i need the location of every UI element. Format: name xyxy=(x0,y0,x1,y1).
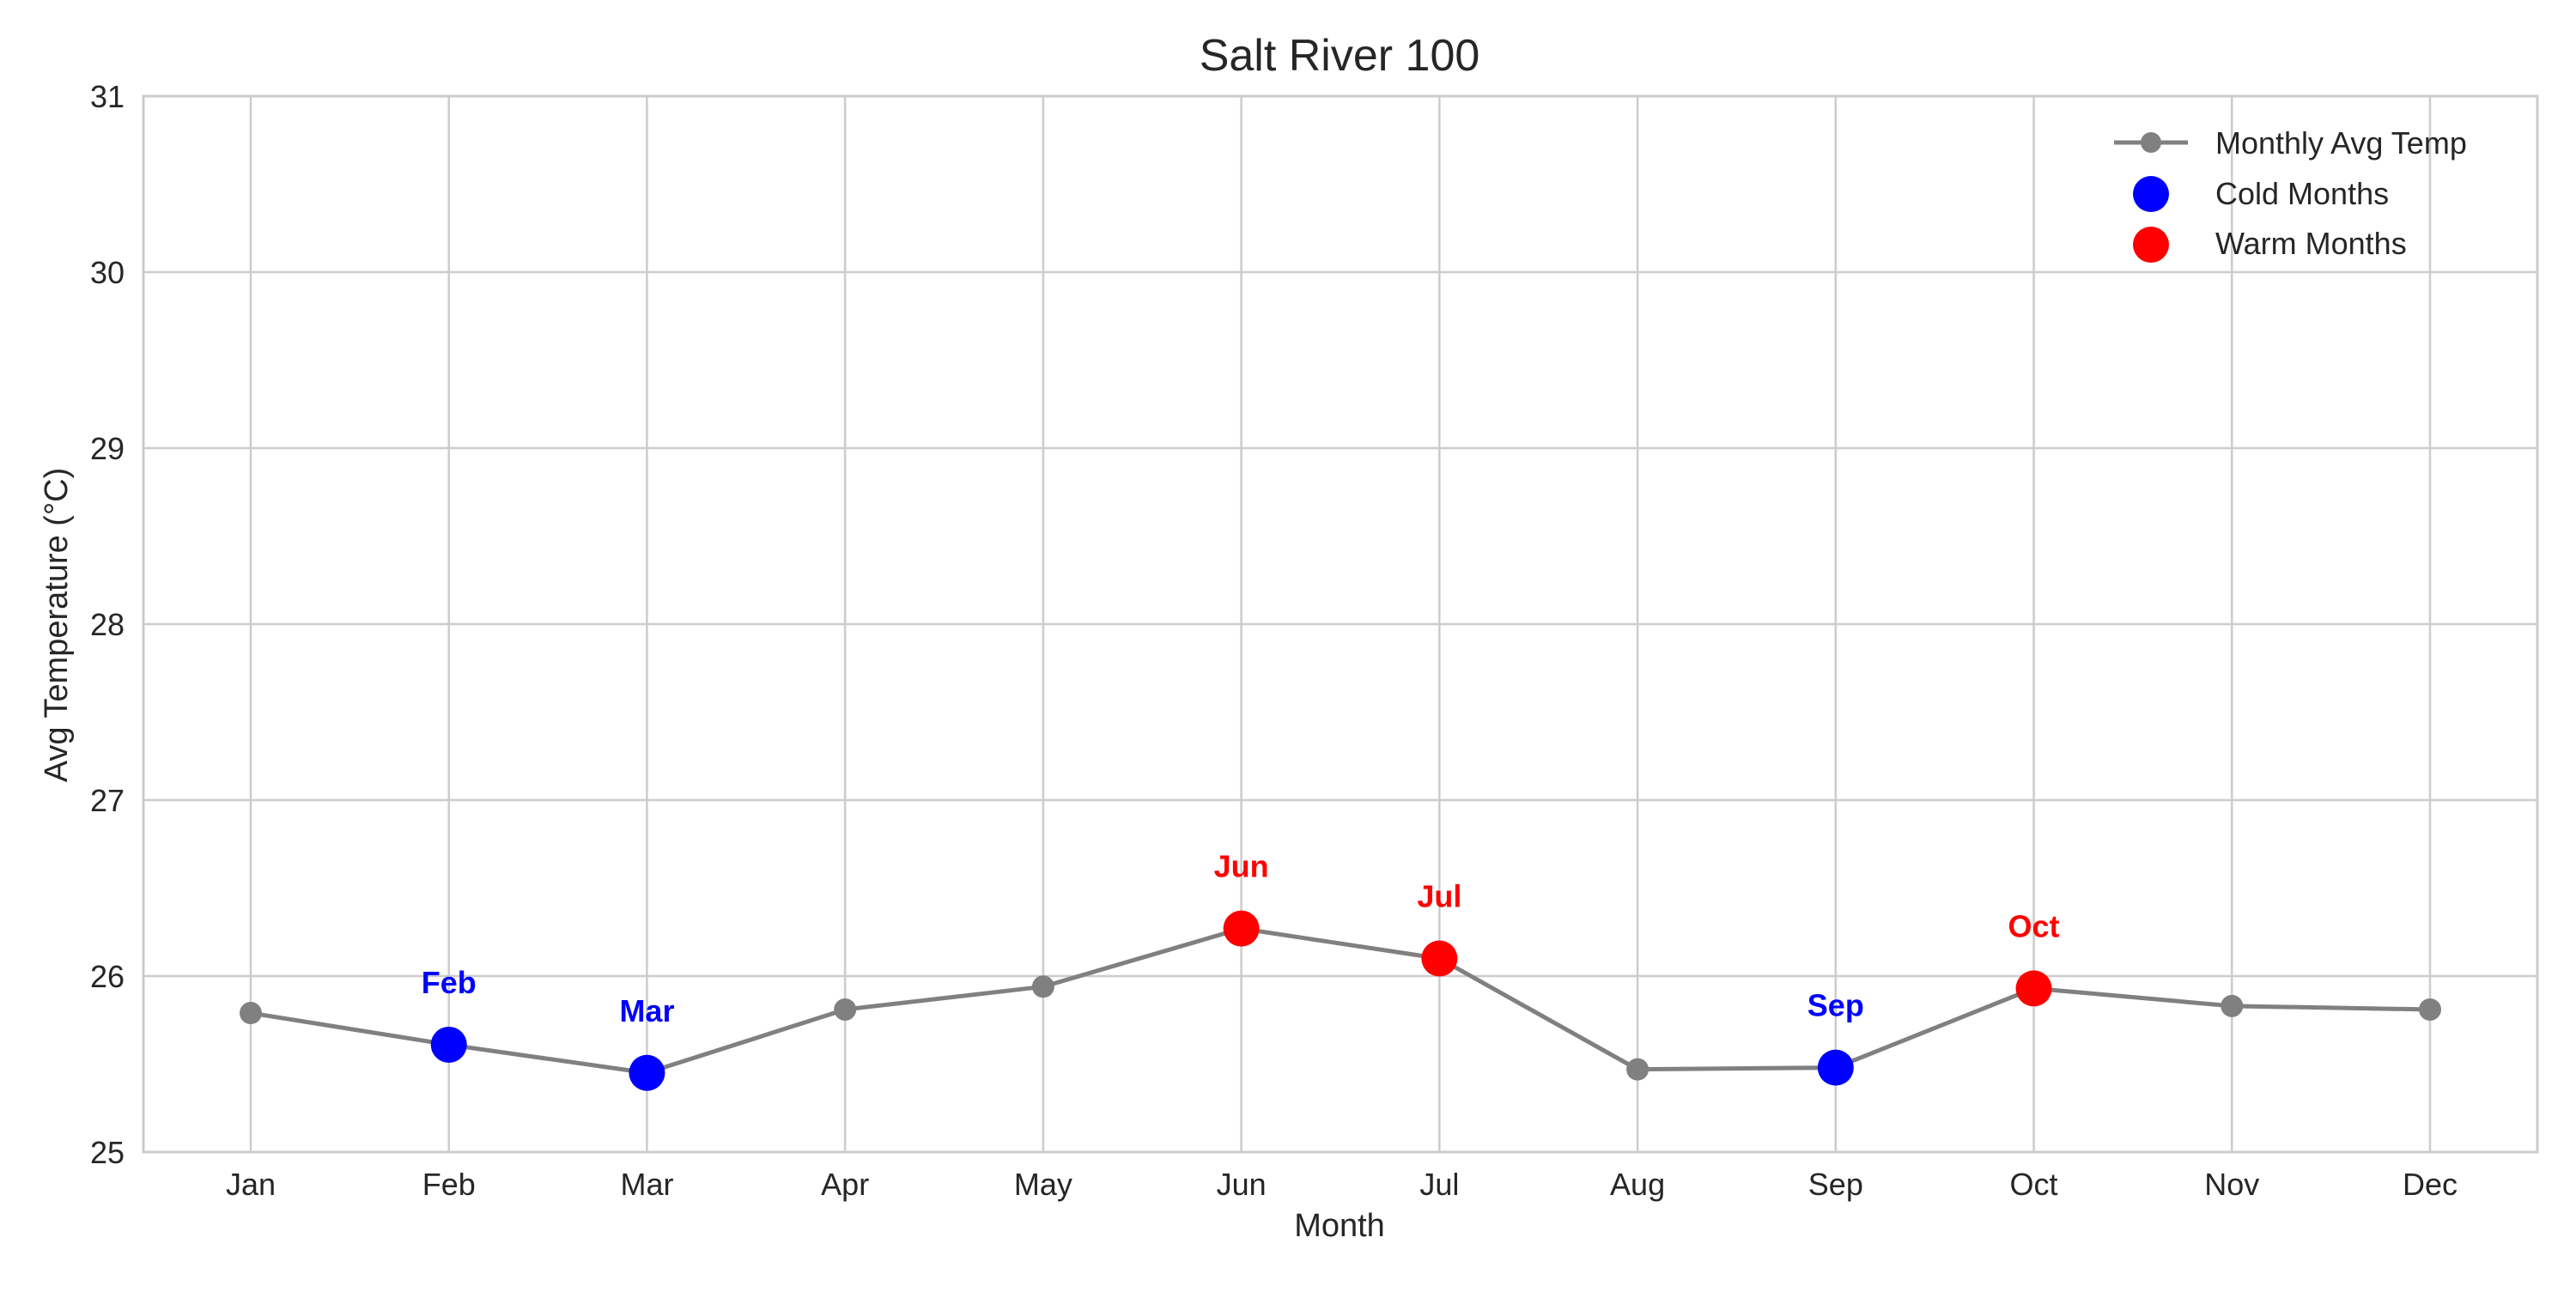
legend-label-cold: Cold Months xyxy=(2215,176,2389,211)
grid-layer xyxy=(143,94,2537,1154)
chart-title: Salt River 100 xyxy=(1200,31,1480,81)
x-tick-label: Jul xyxy=(1419,1167,1459,1202)
x-axis-label: Month xyxy=(1294,1208,1385,1244)
cold-month-marker xyxy=(629,1054,665,1091)
legend-item-line: Monthly Avg Temp xyxy=(2114,125,2467,161)
cold-month-label: Feb xyxy=(422,965,477,1000)
y-axis-label: Avg Temperature (°C) xyxy=(39,468,75,783)
data-point xyxy=(240,1002,262,1025)
series-layer xyxy=(240,910,2441,1091)
legend-label-warm: Warm Months xyxy=(2215,226,2407,261)
x-tick-label: Oct xyxy=(2010,1167,2058,1202)
y-tick-label: 31 xyxy=(90,79,125,114)
warm-month-label: Oct xyxy=(2008,908,2060,943)
legend-item-warm: Warm Months xyxy=(2133,226,2407,263)
y-tick-label: 25 xyxy=(90,1135,125,1170)
data-point xyxy=(1031,975,1054,998)
x-tick-label: Nov xyxy=(2204,1167,2259,1202)
legend-label-line: Monthly Avg Temp xyxy=(2215,125,2467,161)
legend: Monthly Avg Temp Cold Months Warm Months xyxy=(2114,125,2467,263)
data-point xyxy=(1626,1058,1649,1081)
tick-labels: 25 26 27 28 29 30 31 Jan Feb Mar Apr May Jun Jul Aug Se… xyxy=(90,79,2458,1202)
warm-month-marker xyxy=(1223,910,1260,947)
series-line-monthly-avg-temp xyxy=(250,926,2431,1076)
warm-month-label: Jul xyxy=(1417,879,1461,914)
y-tick-label: 26 xyxy=(90,959,125,994)
plot-area-frame xyxy=(142,94,2539,1154)
cold-month-marker xyxy=(430,1026,467,1063)
cold-month-label: Mar xyxy=(619,993,674,1028)
x-tick-label: Jun xyxy=(1217,1167,1267,1202)
cold-month-label: Sep xyxy=(1807,988,1864,1023)
data-point xyxy=(2221,994,2244,1017)
y-tick-label: 27 xyxy=(90,783,125,818)
warm-month-label: Jun xyxy=(1214,849,1269,884)
y-tick-label: 30 xyxy=(90,255,125,290)
legend-item-cold: Cold Months xyxy=(2133,176,2389,212)
x-tick-label: Aug xyxy=(1610,1167,1665,1202)
cold-month-marker xyxy=(1817,1049,1854,1086)
y-tick-label: 28 xyxy=(90,607,125,642)
x-tick-label: Sep xyxy=(1808,1167,1863,1202)
annotations: Feb Mar Sep Jun Jul Oct xyxy=(422,849,2060,1028)
x-tick-label: Dec xyxy=(2403,1167,2458,1202)
x-tick-label: Jan xyxy=(226,1167,276,1202)
legend-cold-marker xyxy=(2133,176,2169,212)
warm-month-marker xyxy=(1421,940,1458,977)
x-tick-label: Feb xyxy=(422,1167,476,1202)
data-point xyxy=(2419,998,2441,1021)
y-tick-label: 29 xyxy=(90,431,125,466)
x-tick-label: May xyxy=(1014,1167,1072,1202)
data-point xyxy=(834,998,857,1021)
x-tick-label: Apr xyxy=(821,1167,869,1202)
legend-line-marker xyxy=(2141,132,2161,153)
warm-month-marker xyxy=(2015,970,2052,1007)
x-tick-label: Mar xyxy=(620,1167,673,1202)
legend-warm-marker xyxy=(2133,227,2169,263)
